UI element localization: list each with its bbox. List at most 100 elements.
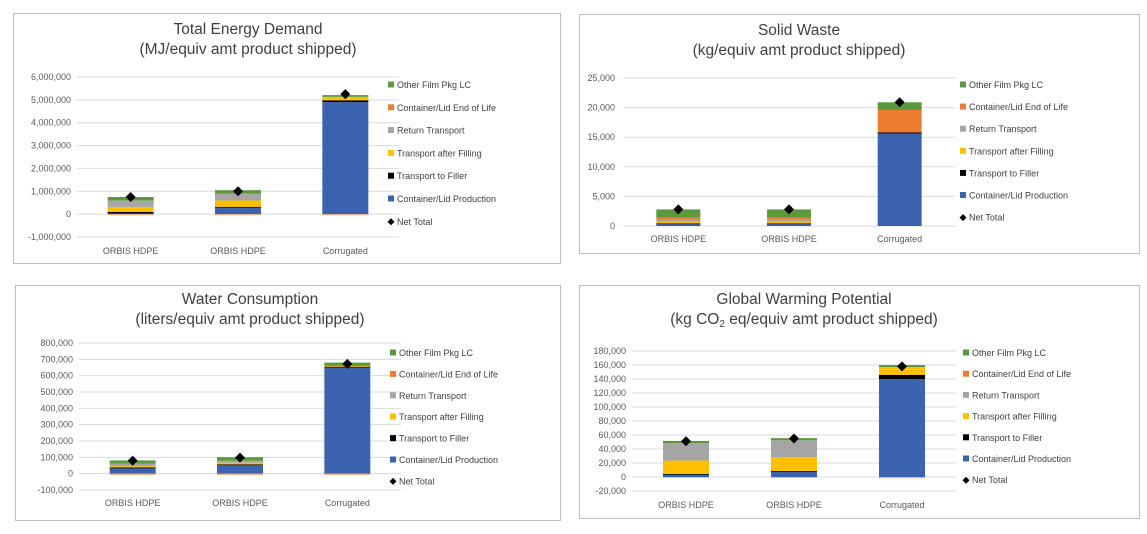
net-total-marker [789, 433, 799, 444]
legend-label: Transport to Filler [397, 171, 467, 181]
y-tick-label: 300,000 [40, 420, 73, 430]
bar-segment-return [767, 219, 811, 222]
y-tick-label: 5,000 [592, 191, 615, 201]
legend-swatch [963, 349, 969, 356]
bar-segment-eol [767, 217, 811, 220]
legend-item: Container/Lid Production [388, 194, 496, 204]
x-axis: ORBIS HDPE ORBIS HDPE Corrugated [105, 498, 370, 508]
net-total-marker [673, 204, 684, 215]
y-tick-label: 100,000 [40, 452, 73, 462]
legend-label: Container/Lid Production [399, 455, 498, 465]
x-axis: ORBIS HDPE ORBIS HDPE Corrugated [103, 246, 368, 256]
y-tick-label: -100,000 [37, 485, 73, 495]
y-tick-label: 160,000 [593, 360, 626, 370]
legend-item: Transport after Filling [388, 148, 482, 158]
bar-segment-return [771, 440, 817, 458]
legend-item: Transport to Filler [960, 168, 1039, 178]
chart-title: Water Consumption (liters/equiv amt prod… [80, 290, 420, 330]
legend-label: Container/Lid End of Life [969, 102, 1068, 112]
legend-item: Transport after Filling [960, 146, 1054, 156]
legend-label: Net Total [969, 213, 1004, 223]
bar-segment-eol [217, 473, 263, 475]
x-tick-label: Corrugated [877, 234, 922, 244]
net-total-marker [342, 358, 353, 369]
bar-segment-after [217, 462, 263, 465]
legend-item: Other Film Pkg LC [963, 348, 1047, 358]
bar-segment-production [107, 213, 154, 215]
bar-segment-filler [879, 374, 925, 379]
legend-swatch [388, 81, 394, 88]
y-tick-label: 120,000 [593, 388, 626, 398]
bar-segment-filler [877, 132, 922, 134]
y-tick-label: 500,000 [40, 387, 73, 397]
bar-segment-after [767, 221, 811, 224]
y-tick-label: 15,000 [587, 132, 615, 142]
legend-swatch [960, 81, 966, 88]
legend-swatch [960, 192, 966, 198]
bar-segment-eol [879, 477, 925, 479]
y-tick-label: 3,000,000 [31, 141, 71, 151]
legend-label: Other Film Pkg LC [399, 348, 474, 358]
legend: Other Film Pkg LC Container/Lid End of Li… [389, 348, 498, 486]
legend-item: Container/Lid End of Life [963, 369, 1071, 379]
legend-item-net-total: Net Total [387, 217, 432, 227]
legend-diamond-icon [389, 477, 397, 485]
bar-segment-return [663, 443, 709, 461]
bar-segment-after [656, 221, 701, 224]
legend-item: Transport to Filler [388, 171, 467, 181]
net-total-marker [897, 361, 907, 372]
y-tick-label: 0 [66, 209, 71, 219]
legend-swatch [388, 149, 394, 156]
bar-segment-eol [877, 109, 922, 133]
y-tick-label: 20,000 [587, 103, 615, 113]
bar-segment-production [877, 133, 922, 226]
bar-segment-filler [767, 223, 811, 225]
bars [107, 89, 369, 216]
legend-swatch [390, 456, 396, 463]
chart-title-line2: (kg CO2 eq/equiv amt product shipped) [620, 310, 988, 330]
legend-swatch [390, 349, 396, 356]
bar-segment-production [109, 467, 156, 474]
bar-segment-production [663, 474, 709, 477]
legend-item: Container/Lid Production [963, 454, 1071, 464]
y-tick-label: 25,000 [587, 73, 615, 83]
legend-label: Other Film Pkg LC [969, 80, 1044, 90]
legend-item: Return Transport [390, 391, 467, 401]
y-tick-label: 200,000 [40, 436, 73, 446]
net-total-marker [235, 452, 245, 463]
chart-svg: -100,000 0 100,000 200,000 300,000 400,000 500… [37, 338, 498, 508]
x-tick-label: ORBIS HDPE [651, 234, 707, 244]
bar-segment-production [217, 464, 263, 474]
bars [656, 97, 922, 226]
x-tick-label: Corrugated [879, 500, 924, 510]
legend-swatch [388, 172, 394, 179]
legend-swatch [960, 147, 966, 154]
y-tick-label: 5,000,000 [31, 95, 71, 105]
chart-svg: -20,000 0 20,000 40,000 60,000 80,000 100,000 1… [593, 346, 1071, 510]
legend-item: Container/Lid Production [390, 455, 498, 465]
chart-title-line1: Solid Waste [757, 22, 841, 39]
legend-label: Transport to Filler [399, 434, 469, 444]
legend-label: Other Film Pkg LC [972, 348, 1047, 358]
legend-label: Return Transport [397, 126, 465, 136]
legend-swatch [963, 413, 969, 420]
legend-swatch [963, 434, 969, 441]
legend-item: Container/Lid Production [960, 191, 1068, 201]
legend-label: Transport to Filler [969, 168, 1039, 178]
legend-item: Transport after Filling [390, 412, 484, 422]
bar-segment-eol [109, 473, 156, 475]
x-tick-label: ORBIS HDPE [658, 500, 714, 510]
legend-item-net-total: Net Total [389, 476, 434, 486]
bar-segment-filler [217, 464, 263, 466]
legend-item: Other Film Pkg LC [388, 80, 472, 90]
y-tick-label: 40,000 [598, 444, 626, 454]
legend-label: Container/Lid Production [969, 191, 1068, 201]
bar-segment-filler [107, 211, 154, 214]
y-tick-label: 180,000 [593, 346, 626, 356]
y-tick-label: 6,000,000 [31, 72, 71, 82]
legend-item-net-total: Net Total [959, 213, 1004, 223]
legend-swatch [388, 127, 394, 134]
y-axis: -20,000 0 20,000 40,000 60,000 80,000 100,000 1… [593, 346, 626, 496]
y-tick-label: 1,000,000 [31, 186, 71, 196]
bar-segment-production [324, 367, 371, 474]
